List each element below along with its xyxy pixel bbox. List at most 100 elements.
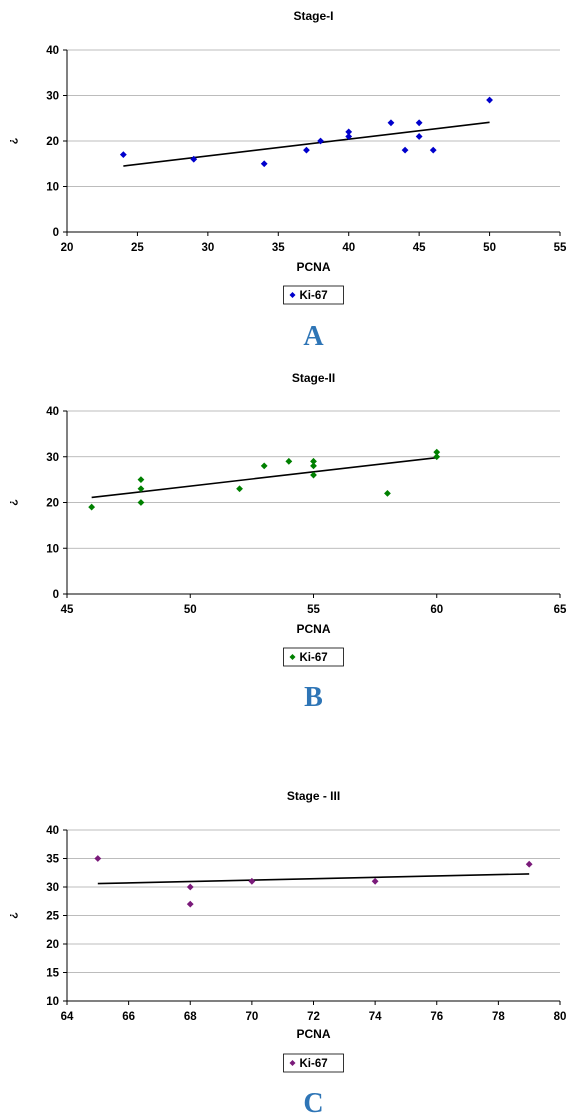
- data-point: [371, 877, 379, 885]
- x-tick-label: 45: [413, 242, 426, 254]
- x-tick-label: 76: [430, 1011, 443, 1023]
- data-point: [88, 503, 96, 511]
- data-point: [137, 485, 145, 493]
- y-tick-label: 20: [46, 136, 59, 148]
- chart-title: Stage-II: [292, 371, 335, 385]
- y-axis-label: ¿: [7, 499, 19, 506]
- panel-label: A: [303, 321, 324, 352]
- chart-panel-b: Stage-II 0 10 20 30 40 45 50 55 60 65 PCNA ¿ Ki-67 B: [0, 360, 569, 720]
- data-point: [486, 96, 493, 104]
- y-tick-label: 10: [46, 543, 59, 555]
- y-tick-label: 30: [46, 91, 59, 103]
- x-tick-label: 40: [342, 242, 355, 254]
- data-point: [137, 476, 145, 484]
- chart-b-svg: Stage-II 0 10 20 30 40 45 50 55 60 65 PCNA ¿ Ki-67 B: [7, 371, 567, 713]
- data-point: [525, 860, 533, 868]
- legend-label: Ki-67: [300, 652, 328, 664]
- data-point: [303, 146, 310, 154]
- y-tick-label: 30: [46, 452, 59, 464]
- data-point: [429, 146, 437, 154]
- data-point: [137, 499, 145, 506]
- x-tick-label: 20: [61, 242, 74, 254]
- chart-c-svg: Stage - III 10 15 20 25 30 35 40 64 66 68 70 72 74 76 7…: [7, 789, 567, 1119]
- trendline: [97, 873, 530, 885]
- y-axis-label: ¿: [7, 912, 19, 919]
- x-tick-label: 70: [245, 1011, 258, 1023]
- x-tick-label: 35: [272, 242, 285, 254]
- y-tick-label: 40: [46, 406, 59, 418]
- x-tick-label: 45: [61, 604, 74, 616]
- data-point: [310, 457, 317, 465]
- data-point: [186, 900, 194, 908]
- data-point: [186, 883, 194, 891]
- data-point: [387, 119, 395, 127]
- data-point: [119, 151, 127, 159]
- x-axis-label: PCNA: [296, 260, 330, 274]
- y-tick-label: 35: [46, 854, 59, 866]
- legend-marker: [289, 1060, 296, 1066]
- legend: Ki-67: [283, 1053, 344, 1073]
- data-point: [415, 133, 423, 140]
- x-axis-label: PCNA: [296, 622, 330, 636]
- x-tick-label: 74: [369, 1011, 382, 1023]
- legend: Ki-67: [283, 285, 344, 305]
- x-tick-label: 68: [184, 1011, 197, 1023]
- y-axis-label: ¿: [7, 137, 19, 144]
- data-point: [94, 855, 102, 862]
- legend-box: [283, 1053, 344, 1073]
- data-point: [433, 453, 441, 461]
- x-tick-label: 25: [131, 242, 144, 254]
- y-tick-label: 40: [46, 825, 59, 837]
- y-tick-label: 0: [53, 589, 59, 601]
- x-tick-label: 72: [307, 1011, 320, 1023]
- data-point: [433, 448, 441, 456]
- y-tick-label: 40: [46, 45, 59, 57]
- data-point: [310, 462, 317, 470]
- x-axis-label: PCNA: [296, 1027, 330, 1041]
- legend-label: Ki-67: [300, 1058, 328, 1070]
- data-point: [260, 160, 268, 168]
- x-tick-label: 64: [61, 1011, 74, 1023]
- data-point: [248, 877, 256, 885]
- chart-a-svg: Stage-I 0 10 20 30 40 20 25 30 35 40 45 50 55 PCNA ¿ Ki-…: [7, 9, 567, 352]
- data-point: [384, 489, 391, 497]
- data-point: [236, 485, 243, 493]
- data-point: [345, 133, 353, 140]
- y-tick-label: 30: [46, 882, 59, 894]
- y-tick-label: 15: [46, 968, 59, 980]
- legend-marker: [289, 292, 296, 298]
- y-tick-label: 0: [53, 227, 59, 239]
- x-tick-label: 65: [554, 604, 567, 616]
- data-point: [345, 128, 353, 136]
- x-tick-label: 60: [430, 604, 443, 616]
- x-tick-label: 55: [554, 242, 567, 254]
- y-tick-label: 20: [46, 939, 59, 951]
- y-tick-label: 20: [46, 498, 59, 510]
- y-tick-label: 25: [46, 911, 59, 923]
- x-tick-label: 66: [122, 1011, 135, 1023]
- data-point: [285, 457, 293, 465]
- legend-box: [283, 285, 344, 305]
- x-tick-label: 78: [492, 1011, 505, 1023]
- trendline: [91, 456, 437, 499]
- data-point: [190, 155, 198, 163]
- y-tick-label: 10: [46, 996, 59, 1008]
- data-point: [401, 146, 409, 154]
- chart-panel-c: Stage - III 10 15 20 25 30 35 40 64 66 68 70 72 74 76 7…: [0, 780, 569, 1119]
- data-point: [310, 471, 317, 479]
- panel-label: C: [303, 1088, 323, 1119]
- panel-label: B: [304, 682, 323, 713]
- x-tick-label: 30: [201, 242, 214, 254]
- legend-marker: [289, 654, 296, 660]
- x-tick-label: 50: [184, 604, 197, 616]
- chart-title: Stage - III: [287, 789, 340, 803]
- legend-label: Ki-67: [300, 290, 328, 302]
- trendline: [123, 121, 490, 167]
- x-tick-label: 55: [307, 604, 320, 616]
- y-tick-label: 10: [46, 182, 59, 194]
- legend-box: [283, 647, 344, 667]
- data-point: [260, 462, 268, 470]
- x-tick-label: 50: [483, 242, 496, 254]
- legend: Ki-67: [283, 647, 344, 667]
- x-tick-label: 80: [554, 1011, 567, 1023]
